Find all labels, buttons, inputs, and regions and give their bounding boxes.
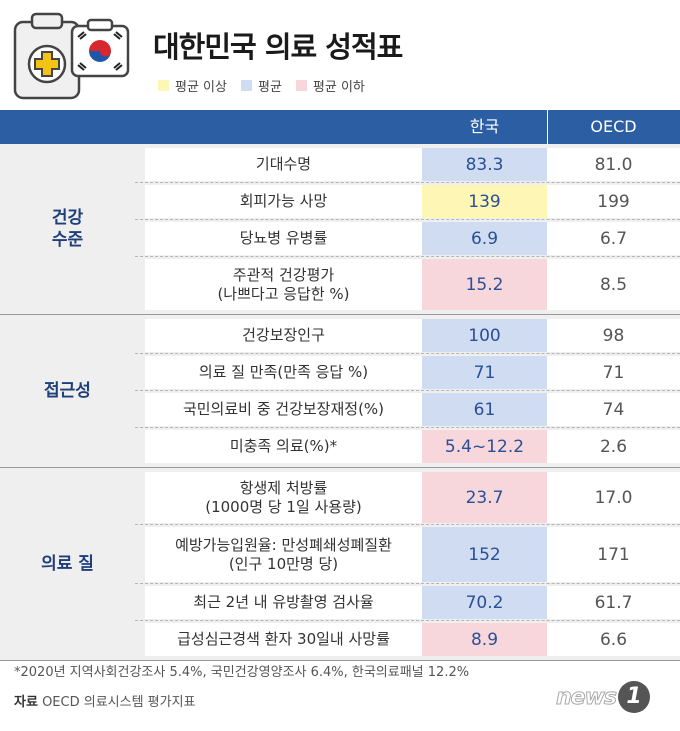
oecd-value: 8.5 bbox=[547, 259, 680, 310]
legend-swatch-avg bbox=[240, 80, 252, 91]
row-label: 항생제 처방률 (1000명 당 1일 사용량) bbox=[145, 472, 422, 523]
row-label: 당뇨병 유병률 bbox=[145, 222, 422, 255]
row-label: 의료 질 만족(만족 응답 %) bbox=[145, 356, 422, 389]
table-row: 예방가능입원율: 만성폐쇄성폐질환 (인구 10만명 당) 152 171 bbox=[135, 527, 680, 585]
brand-badge: 1 bbox=[618, 681, 651, 713]
table-row: 미충족 의료(%)* 5.4~12.2 2.6 bbox=[135, 430, 680, 466]
row-divider bbox=[135, 256, 680, 257]
group-label: 접근성 bbox=[44, 381, 91, 401]
table-row: 기대수명 83.3 81.0 bbox=[135, 148, 680, 184]
oecd-value: 171 bbox=[547, 527, 680, 582]
korea-value: 8.9 bbox=[422, 623, 547, 656]
table-group: 접근성 건강보장인구 100 98 의료 질 만족(만족 응답 %) 71 71 국민의료비 … bbox=[0, 315, 680, 467]
oecd-value: 98 bbox=[547, 319, 680, 352]
korea-value: 61 bbox=[422, 393, 547, 426]
oecd-value: 71 bbox=[547, 356, 680, 389]
korea-value: 152 bbox=[422, 527, 547, 582]
korea-value: 71 bbox=[422, 356, 547, 389]
korea-value: 23.7 bbox=[422, 472, 547, 523]
table-header: 한국 OECD bbox=[0, 110, 680, 144]
row-label: 국민의료비 중 건강보장재정(%) bbox=[145, 393, 422, 426]
table-row: 의료 질 만족(만족 응답 %) 71 71 bbox=[135, 356, 680, 392]
source-prefix: 자료 bbox=[14, 695, 38, 710]
clipboard-flag-logo bbox=[12, 10, 132, 102]
korea-value: 15.2 bbox=[422, 259, 547, 310]
korea-value: 83.3 bbox=[422, 148, 547, 181]
oecd-value: 74 bbox=[547, 393, 680, 426]
group-label: 의료 질 bbox=[41, 554, 94, 574]
row-divider bbox=[135, 182, 680, 183]
table-row: 회피가능 사망 139 199 bbox=[135, 185, 680, 221]
row-divider bbox=[135, 427, 680, 428]
korea-value: 139 bbox=[422, 185, 547, 218]
clipboard-medical-icon bbox=[13, 12, 130, 100]
row-label: 급성심근경색 환자 30일내 사망률 bbox=[145, 623, 422, 656]
oecd-value: 2.6 bbox=[547, 430, 680, 463]
brand-text: news bbox=[555, 684, 617, 710]
korea-value: 5.4~12.2 bbox=[422, 430, 547, 463]
legend-item-below: 평균 이하 bbox=[295, 76, 365, 95]
row-label: 주관적 건강평가 (나쁘다고 응답한 %) bbox=[145, 259, 422, 310]
oecd-value: 6.6 bbox=[547, 623, 680, 656]
group-divider bbox=[0, 314, 680, 315]
table-row: 항생제 처방률 (1000명 당 1일 사용량) 23.7 17.0 bbox=[135, 472, 680, 526]
source-text: OECD 의료시스템 평가지표 bbox=[42, 695, 196, 710]
legend-item-above: 평균 이상 bbox=[158, 76, 227, 95]
group-label: 건강 수준 bbox=[51, 208, 84, 250]
row-label: 미충족 의료(%)* bbox=[145, 430, 422, 463]
korea-value: 6.9 bbox=[422, 222, 547, 255]
legend-label-avg: 평균 bbox=[257, 80, 282, 95]
table-row: 당뇨병 유병률 6.9 6.7 bbox=[135, 222, 680, 258]
legend-label-below: 평균 이하 bbox=[312, 80, 365, 95]
legend: 평균 이상 평균 평균 이하 bbox=[158, 76, 365, 95]
table-row: 급성심근경색 환자 30일내 사망률 8.9 6.6 bbox=[135, 623, 680, 659]
row-divider bbox=[135, 620, 680, 621]
oecd-value: 61.7 bbox=[547, 586, 680, 619]
group-divider bbox=[0, 467, 680, 468]
column-header-oecd: OECD bbox=[590, 117, 637, 136]
row-divider bbox=[135, 524, 680, 525]
row-divider bbox=[135, 583, 680, 584]
row-label: 건강보장인구 bbox=[145, 319, 422, 352]
row-label: 최근 2년 내 유방촬영 검사율 bbox=[145, 586, 422, 619]
table-row: 건강보장인구 100 98 bbox=[135, 319, 680, 355]
row-label: 예방가능입원율: 만성폐쇄성폐질환 (인구 10만명 당) bbox=[145, 527, 422, 582]
table-group: 의료 질 항생제 처방률 (1000명 당 1일 사용량) 23.7 17.0 예방가능… bbox=[0, 468, 680, 660]
column-header-korea: 한국 bbox=[469, 117, 500, 136]
news1-logo: news 1 bbox=[555, 681, 651, 713]
header-divider bbox=[547, 110, 548, 144]
table-row: 최근 2년 내 유방촬영 검사율 70.2 61.7 bbox=[135, 586, 680, 622]
table-group: 건강 수준 기대수명 83.3 81.0 회피가능 사망 139 199 당뇨병 유병률 6.9… bbox=[0, 144, 680, 314]
table-row: 주관적 건강평가 (나쁘다고 응답한 %) 15.2 8.5 bbox=[135, 259, 680, 313]
oecd-value: 6.7 bbox=[547, 222, 680, 255]
oecd-value: 81.0 bbox=[547, 148, 680, 181]
footnote: *2020년 지역사회건강조사 5.4%, 국민건강영양조사 6.4%, 한국의… bbox=[14, 665, 470, 680]
oecd-value: 199 bbox=[547, 185, 680, 218]
row-divider bbox=[135, 219, 680, 220]
korea-value: 70.2 bbox=[422, 586, 547, 619]
source-note: 자료 OECD 의료시스템 평가지표 bbox=[14, 691, 196, 710]
legend-item-avg: 평균 bbox=[240, 76, 282, 95]
legend-label-above: 평균 이상 bbox=[175, 80, 227, 95]
row-divider bbox=[135, 390, 680, 391]
row-divider bbox=[135, 353, 680, 354]
table-row: 국민의료비 중 건강보장재정(%) 61 74 bbox=[135, 393, 680, 429]
legend-swatch-above bbox=[158, 80, 169, 91]
korea-value: 100 bbox=[422, 319, 547, 352]
row-label: 회피가능 사망 bbox=[145, 185, 422, 218]
group-divider bbox=[0, 660, 680, 661]
row-label: 기대수명 bbox=[145, 148, 422, 181]
oecd-value: 17.0 bbox=[547, 472, 680, 523]
legend-swatch-below bbox=[295, 80, 307, 91]
health-scorecard-table: 한국 OECD 건강 수준 기대수명 83.3 81.0 회피가능 사망 139 199 당뇨… bbox=[0, 110, 680, 661]
page-title: 대한민국 의료 성적표 bbox=[153, 30, 403, 64]
korean-flag-icon bbox=[70, 18, 130, 78]
